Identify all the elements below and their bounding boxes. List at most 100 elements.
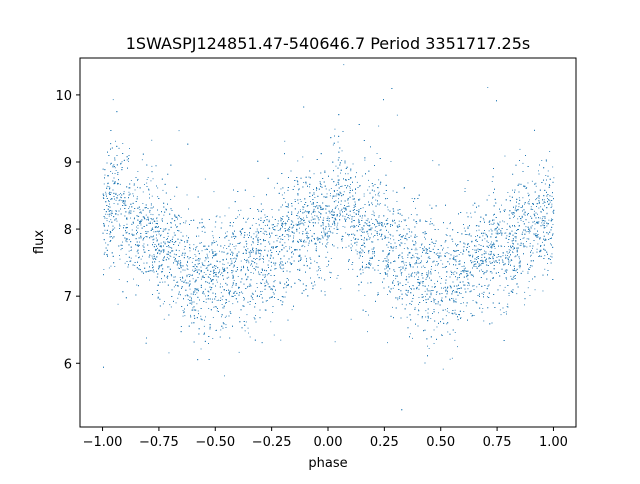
data-point (281, 235, 283, 236)
data-point (504, 232, 506, 234)
data-point (107, 183, 109, 185)
data-point (356, 225, 358, 226)
data-point (503, 209, 505, 211)
data-point (150, 213, 152, 215)
data-point (280, 188, 282, 190)
data-point (187, 299, 189, 300)
data-point (264, 276, 266, 278)
data-point (492, 244, 494, 246)
data-point (352, 233, 354, 235)
data-point (247, 327, 249, 329)
data-point (307, 244, 309, 246)
data-point (398, 220, 400, 222)
data-point (134, 189, 136, 191)
data-point (405, 235, 407, 237)
data-point (281, 268, 283, 270)
data-point (534, 289, 536, 291)
data-point (345, 246, 347, 248)
data-point (184, 269, 186, 271)
data-point (128, 191, 130, 193)
data-point (276, 225, 278, 227)
data-point (183, 280, 185, 282)
data-point (544, 268, 546, 270)
data-point (424, 236, 425, 238)
data-point (480, 269, 482, 271)
data-point (441, 299, 442, 301)
data-point (139, 222, 140, 224)
data-point (156, 220, 158, 222)
data-point (309, 186, 310, 188)
data-point (433, 311, 435, 313)
data-point (432, 290, 434, 291)
data-point (277, 230, 279, 231)
data-point (373, 212, 375, 214)
data-point (403, 228, 405, 230)
data-point (546, 213, 548, 215)
data-point (524, 186, 526, 188)
data-point (314, 215, 316, 217)
data-point (368, 314, 369, 316)
data-point (315, 248, 317, 250)
data-point (259, 253, 261, 254)
data-point (461, 273, 462, 275)
data-point (231, 286, 233, 288)
data-point (387, 275, 389, 277)
data-point (163, 318, 165, 320)
data-point (411, 275, 413, 277)
data-point (213, 306, 215, 308)
data-point (232, 225, 234, 227)
data-point (406, 294, 408, 296)
data-point (205, 298, 207, 300)
data-point (401, 303, 403, 305)
data-point (190, 314, 191, 316)
data-point (280, 339, 282, 341)
data-point (368, 252, 370, 254)
data-point (542, 220, 544, 222)
data-point (381, 225, 383, 227)
data-point (328, 226, 330, 227)
data-point (484, 250, 485, 252)
data-point (416, 286, 418, 288)
data-point (443, 287, 444, 289)
data-point (268, 260, 270, 262)
data-point (274, 187, 275, 189)
data-point (545, 160, 547, 162)
data-point (307, 250, 308, 252)
data-point (201, 262, 203, 264)
data-point (494, 261, 496, 263)
data-point (284, 236, 286, 237)
data-point (429, 250, 431, 252)
data-point (246, 261, 247, 263)
data-point (245, 279, 247, 281)
data-point (155, 248, 157, 250)
data-point (448, 312, 450, 314)
data-point (427, 345, 428, 347)
data-point (377, 187, 378, 188)
data-point (509, 195, 511, 197)
data-point (495, 261, 497, 262)
data-point (272, 291, 274, 293)
data-point (184, 222, 186, 224)
data-point (493, 242, 494, 244)
data-point (253, 233, 255, 235)
data-point (137, 250, 139, 252)
data-point (224, 267, 226, 269)
data-point (395, 247, 397, 249)
data-point (151, 195, 153, 197)
data-point (296, 180, 298, 182)
data-point (349, 186, 351, 188)
data-point (362, 207, 364, 209)
data-point (129, 210, 131, 212)
data-point (372, 197, 373, 199)
data-point (266, 274, 268, 276)
data-point (166, 239, 168, 240)
data-point (359, 253, 361, 255)
data-point (279, 281, 281, 283)
data-point (220, 297, 222, 299)
data-point (162, 189, 164, 191)
data-point (551, 195, 553, 197)
data-point (228, 207, 230, 209)
data-point (130, 250, 132, 251)
data-point (256, 228, 258, 230)
data-point (260, 291, 261, 293)
